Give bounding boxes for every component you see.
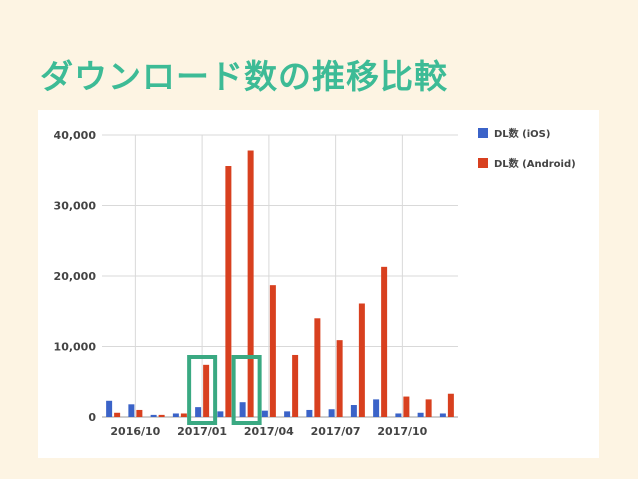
bar-android <box>358 303 365 417</box>
bar-android <box>203 364 210 417</box>
bar-android <box>247 150 254 417</box>
x-tick-label: 2017/04 <box>244 425 294 438</box>
bar-ios <box>217 411 224 417</box>
bar-ios <box>195 407 202 417</box>
bar-android <box>114 412 121 417</box>
y-tick-label: 10,000 <box>54 341 97 354</box>
y-tick-label: 40,000 <box>54 129 97 142</box>
x-tick-label: 2017/01 <box>177 425 227 438</box>
bar-ios <box>106 400 113 417</box>
highlight-box <box>187 355 218 425</box>
bar-android <box>336 340 343 417</box>
legend-label: DL数 (Android) <box>494 157 576 170</box>
x-tick-label: 2017/07 <box>311 425 361 438</box>
bar-android <box>381 266 388 417</box>
bar-ios <box>239 402 246 417</box>
bar-android <box>180 413 187 417</box>
bar-android <box>136 409 143 417</box>
bar-ios <box>328 409 335 417</box>
y-tick-label: 30,000 <box>54 200 97 213</box>
bar-ios <box>350 405 357 417</box>
x-tick-label: 2017/10 <box>377 425 427 438</box>
bar-ios <box>373 399 380 417</box>
bar-ios <box>284 411 291 417</box>
x-tick-label: 2016/10 <box>110 425 160 438</box>
legend-swatch <box>478 128 488 138</box>
bar-chart: 0 10,000 20,000 30,000 40,000 2016/10 2017/01 2… <box>54 127 576 438</box>
bar-ios <box>306 409 313 417</box>
bar-ios <box>128 404 135 417</box>
chart-panel: 0 10,000 20,000 30,000 40,000 2016/10 2017/01 2… <box>38 110 599 458</box>
bar-android <box>158 414 165 417</box>
bar-ios <box>417 412 424 417</box>
bar-android <box>314 318 321 417</box>
bar-ios <box>150 414 157 417</box>
bar-ios <box>395 413 402 417</box>
y-tick-label: 0 <box>88 411 96 424</box>
legend-label: DL数 (iOS) <box>494 127 550 140</box>
legend-swatch <box>478 158 488 168</box>
bar-android <box>269 285 276 417</box>
y-tick-label: 20,000 <box>54 270 97 283</box>
slide-title: ダウンロード数の推移比較 <box>40 57 448 96</box>
bar-ios <box>172 413 179 417</box>
bar-ios <box>439 413 446 417</box>
bar-android <box>403 396 410 417</box>
highlight-box <box>231 355 262 425</box>
bar-ios <box>261 410 268 417</box>
bar-android <box>447 393 454 417</box>
bar-android <box>425 399 432 417</box>
bar-android <box>292 354 299 417</box>
bar-android <box>225 166 232 417</box>
